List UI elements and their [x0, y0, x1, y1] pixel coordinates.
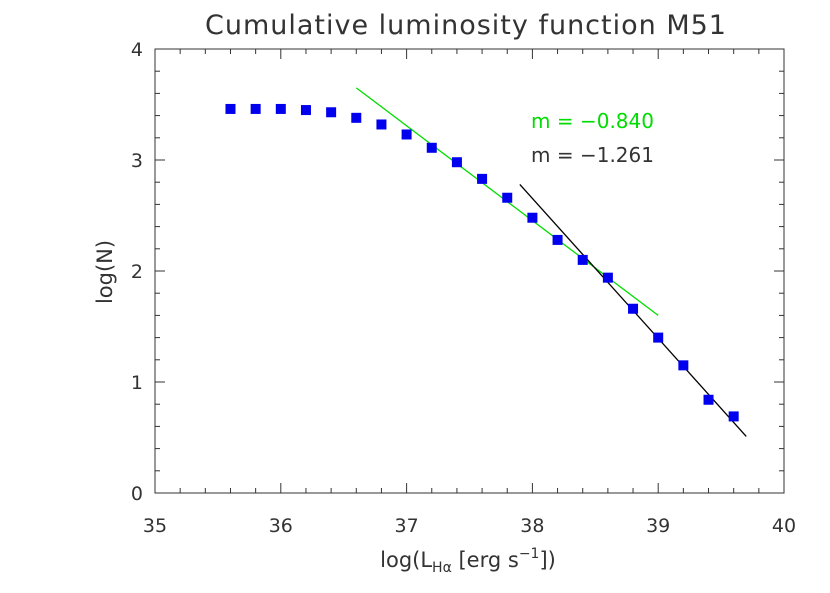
data-point [502, 192, 513, 203]
x-axis-label: log(LHα [erg s−1]) [380, 546, 556, 576]
data-point [628, 303, 639, 314]
x-tick-label: 37 [395, 515, 419, 537]
fit-lines [355, 87, 747, 437]
x-tick-label: 40 [772, 515, 796, 537]
data-markers [225, 103, 739, 422]
y-axis-tick-labels: 0 1 2 3 4 [131, 39, 143, 505]
data-point [401, 129, 412, 140]
x-tick-label: 38 [520, 515, 544, 537]
x-tick-label: 36 [269, 515, 293, 537]
data-point [728, 411, 739, 422]
y-tick-label: 2 [131, 261, 143, 283]
data-point [426, 142, 437, 153]
data-point [326, 107, 337, 118]
x-axis-ticks [154, 49, 785, 493]
data-point [300, 105, 311, 116]
y-tick-label: 0 [131, 483, 143, 505]
data-point [552, 234, 563, 245]
data-point [451, 157, 462, 168]
x-axis-tick-labels: 35 36 37 38 39 40 [143, 515, 796, 537]
y-tick-label: 1 [131, 372, 143, 394]
data-point [477, 173, 488, 184]
y-tick-label: 3 [131, 150, 143, 172]
data-point [577, 254, 588, 265]
data-point [225, 103, 236, 114]
fit-annotation-green: m = −0.840 [531, 109, 654, 133]
data-point [351, 112, 362, 123]
y-axis-ticks [155, 48, 784, 494]
plot-frame [154, 48, 785, 494]
data-point [376, 119, 387, 130]
y-axis-label: log(N) [93, 240, 117, 304]
data-point [527, 212, 538, 223]
fit-annotation-black: m = −1.261 [531, 143, 654, 167]
data-point [703, 394, 714, 405]
data-point [250, 103, 261, 114]
data-point [678, 360, 689, 371]
data-point [653, 332, 664, 343]
x-tick-label: 35 [143, 515, 167, 537]
y-tick-label: 4 [131, 39, 143, 61]
data-point [602, 272, 613, 283]
x-tick-label: 39 [646, 515, 670, 537]
data-point [275, 103, 286, 114]
chart-title: Cumulative luminosity function M51 [205, 10, 727, 41]
